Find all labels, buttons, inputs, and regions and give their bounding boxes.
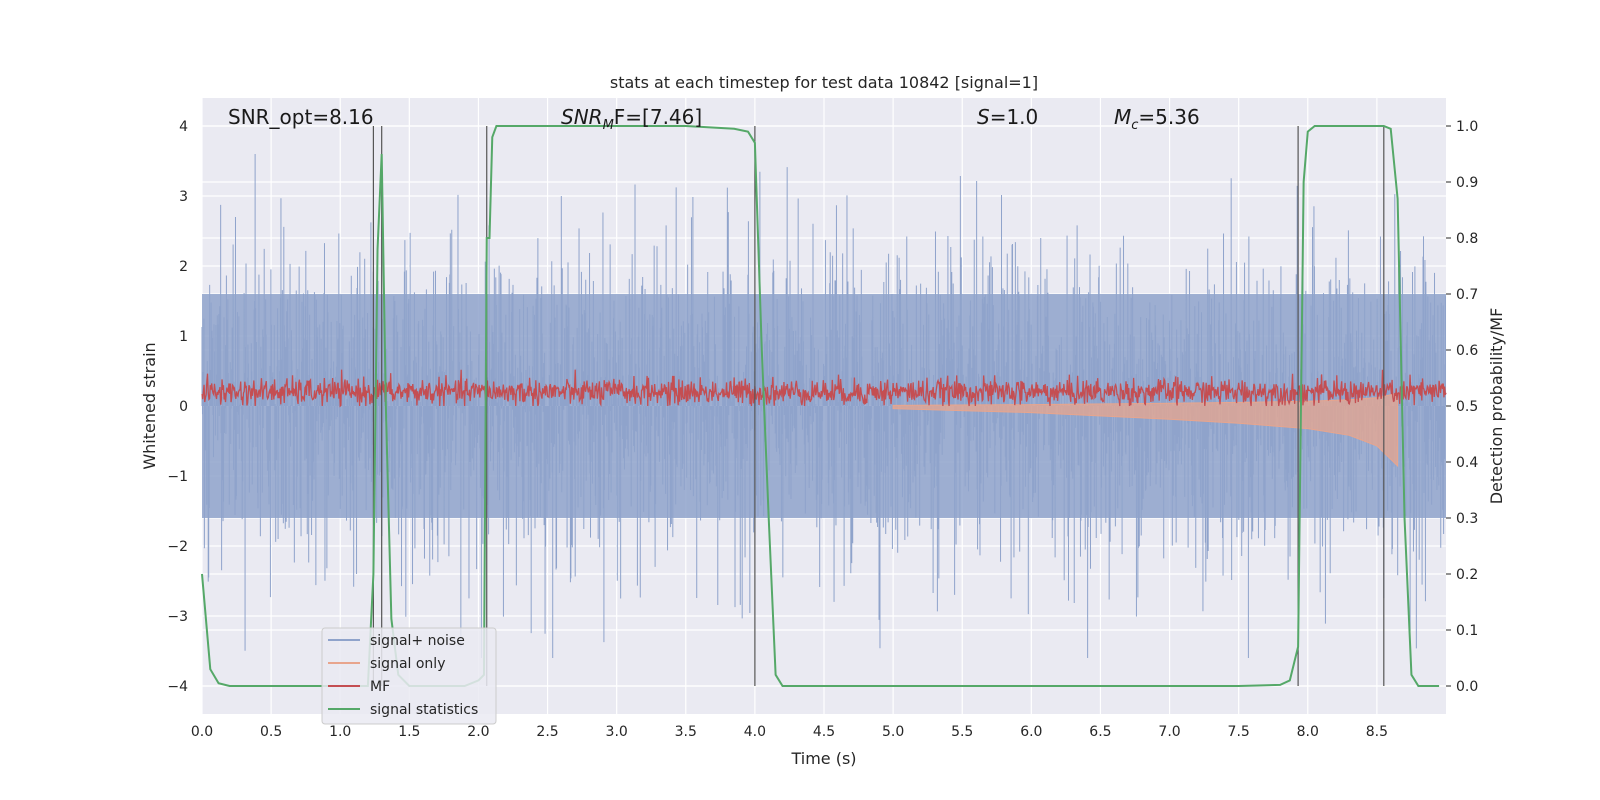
x-tick-label: 1.5 xyxy=(398,724,420,740)
x-tick-label: 3.5 xyxy=(675,724,697,740)
legend: signal+ noise signal only MF signal stat… xyxy=(321,627,497,725)
y-right-tick-label: 0.2 xyxy=(1456,567,1478,583)
legend-label-mf: MF xyxy=(370,679,390,695)
s-rest: =1.0 xyxy=(990,105,1039,129)
y-left-axis-label: Whitened strain xyxy=(140,342,159,469)
signal-statistics-line xyxy=(201,125,1440,687)
x-tick-label: 5.0 xyxy=(882,724,904,740)
x-tick-label: 2.5 xyxy=(536,724,558,740)
x-tick-label: 1.0 xyxy=(329,724,351,740)
s-annotation: S=1.0 xyxy=(977,105,1038,129)
y-right-tick-label: 0.6 xyxy=(1456,343,1478,359)
x-tick-label: 3.0 xyxy=(606,724,628,740)
y-right-tick-label: 0.8 xyxy=(1456,231,1478,247)
signal-only-series xyxy=(892,392,1399,468)
x-axis-label: Time (s) xyxy=(790,749,856,768)
chart-title: stats at each timestep for test data 108… xyxy=(610,73,1038,92)
mc-rest: =5.36 xyxy=(1138,105,1199,129)
y-right-tick-label: 0.3 xyxy=(1456,511,1478,527)
x-tick-label: 5.5 xyxy=(951,724,973,740)
snr-mf-sub: M xyxy=(603,118,614,133)
y-left-tick-label: 4 xyxy=(179,119,188,135)
y-left-tick-label: 0 xyxy=(179,399,188,415)
y-left-tick-label: 2 xyxy=(179,259,188,275)
y-right-tick-label: 0.0 xyxy=(1456,679,1478,695)
y-right-tick-label: 0.5 xyxy=(1456,399,1478,415)
y-right-tick-label: 1.0 xyxy=(1456,119,1478,135)
x-tick-label: 8.5 xyxy=(1366,724,1388,740)
x-tick-label: 0.0 xyxy=(191,724,213,740)
y-left-tick-label: −2 xyxy=(167,539,188,555)
signal-only-envelope xyxy=(892,392,1399,468)
y-right-tick-label: 0.4 xyxy=(1456,455,1478,471)
mc-main: M xyxy=(1114,105,1131,129)
y-right-axis-label: Detection probability/MF xyxy=(1487,308,1506,505)
x-tick-label: 6.5 xyxy=(1089,724,1111,740)
x-tick-label: 4.5 xyxy=(813,724,835,740)
snr-mf-annotation: SNRMF=[7.46] xyxy=(561,105,702,133)
y-right-axis-ticks: 0.0 0.1 0.2 0.3 0.4 0.5 0.6 0.7 0.8 0.9 1.0 xyxy=(1446,119,1478,695)
x-tick-label: 2.0 xyxy=(467,724,489,740)
s-main: S xyxy=(977,105,990,129)
y-left-tick-label: −1 xyxy=(167,469,188,485)
y-right-tick-label: 0.9 xyxy=(1456,175,1478,191)
y-right-tick-label: 0.1 xyxy=(1456,623,1478,639)
y-right-tick-label: 0.7 xyxy=(1456,287,1478,303)
x-tick-label: 7.0 xyxy=(1158,724,1180,740)
snr-mf-rest: F=[7.46] xyxy=(614,105,702,129)
mc-annotation: Mc=5.36 xyxy=(1114,105,1200,133)
x-tick-label: 4.0 xyxy=(744,724,766,740)
x-axis-ticks: 0.0 0.5 1.0 1.5 2.0 2.5 3.0 3.5 4.0 4.5 5.0 5.5 6.0 6… xyxy=(191,724,1388,740)
mf-series xyxy=(201,369,1447,408)
y-left-tick-label: 3 xyxy=(179,189,188,205)
x-tick-label: 8.0 xyxy=(1297,724,1319,740)
x-tick-label: 6.0 xyxy=(1020,724,1042,740)
snr-opt-annotation: SNR_opt=8.16 xyxy=(228,105,374,129)
y-left-tick-label: 1 xyxy=(179,329,188,345)
legend-label-stats: signal statistics xyxy=(370,702,478,718)
mc-sub: c xyxy=(1131,118,1138,133)
legend-label-signal: signal only xyxy=(370,656,445,672)
legend-label-noise: signal+ noise xyxy=(370,633,465,649)
mf-trace xyxy=(201,369,1447,408)
x-tick-label: 7.5 xyxy=(1228,724,1250,740)
signal-statistics-series xyxy=(201,125,1440,687)
y-left-tick-label: −4 xyxy=(167,679,188,695)
x-tick-label: 0.5 xyxy=(260,724,282,740)
legend-box xyxy=(321,627,497,725)
y-left-axis-ticks: −4 −3 −2 −1 0 1 2 3 4 xyxy=(167,119,188,695)
y-left-tick-label: −3 xyxy=(167,609,188,625)
snr-mf-main: SNR xyxy=(561,105,603,129)
